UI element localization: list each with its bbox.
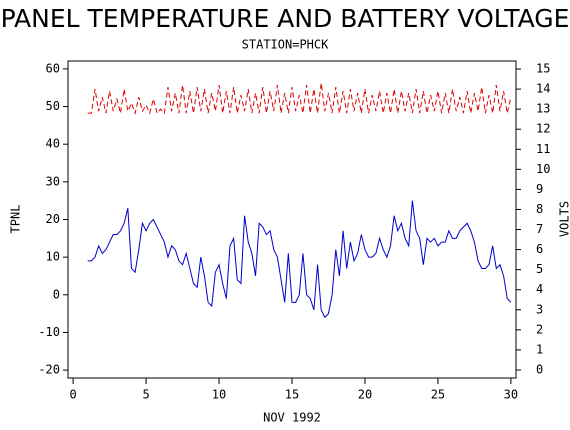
y2-tick-label: 9 bbox=[536, 182, 543, 196]
y-tick-label: 0 bbox=[53, 287, 60, 301]
y2-tick-label: 5 bbox=[536, 262, 543, 276]
y-tick-label: -20 bbox=[38, 363, 60, 377]
y2-tick-label: 15 bbox=[536, 62, 550, 76]
y-tick-label: -10 bbox=[38, 325, 60, 339]
x-tick-label: 0 bbox=[69, 388, 76, 402]
y2-tick-label: 3 bbox=[536, 302, 543, 316]
x-tick-label: 5 bbox=[142, 388, 149, 402]
x-tick-label: 20 bbox=[358, 388, 372, 402]
chart-subtitle: STATION=PHCK bbox=[242, 38, 329, 52]
y2-tick-label: 13 bbox=[536, 102, 550, 116]
y2-tick-label: 10 bbox=[536, 162, 550, 176]
y2-tick-label: 12 bbox=[536, 122, 550, 136]
y2-tick-label: 2 bbox=[536, 322, 543, 336]
y-tick-label: 20 bbox=[46, 212, 60, 226]
plot-frame bbox=[67, 60, 517, 379]
y2-tick-label: 0 bbox=[536, 362, 543, 376]
series-line bbox=[87, 83, 512, 115]
y2-tick-label: 1 bbox=[536, 342, 543, 356]
chart-title: PANEL TEMPERATURE AND BATTERY VOLTAGE bbox=[1, 4, 570, 33]
y-tick-label: 50 bbox=[46, 99, 60, 113]
x-tick-label: 15 bbox=[285, 388, 299, 402]
x-tick-label: 30 bbox=[504, 388, 518, 402]
x-tick-label: 25 bbox=[431, 388, 445, 402]
y2-tick-label: 4 bbox=[536, 282, 543, 296]
y2-tick-label: 8 bbox=[536, 202, 543, 216]
y2-tick-label: 11 bbox=[536, 142, 550, 156]
y2-axis-label: VOLTS bbox=[558, 201, 570, 237]
y2-tick-label: 7 bbox=[536, 222, 543, 236]
y-tick-label: 60 bbox=[46, 61, 60, 75]
series-line bbox=[87, 200, 512, 319]
x-tick-label: 10 bbox=[212, 388, 226, 402]
y2-tick-label: 6 bbox=[536, 242, 543, 256]
y-tick-label: 10 bbox=[46, 250, 60, 264]
x-axis-label: NOV 1992 bbox=[263, 411, 321, 425]
y-tick-label: 30 bbox=[46, 174, 60, 188]
y-axis-label: TPNL bbox=[9, 205, 23, 234]
y2-tick-label: 14 bbox=[536, 82, 550, 96]
y-tick-label: 40 bbox=[46, 137, 60, 151]
